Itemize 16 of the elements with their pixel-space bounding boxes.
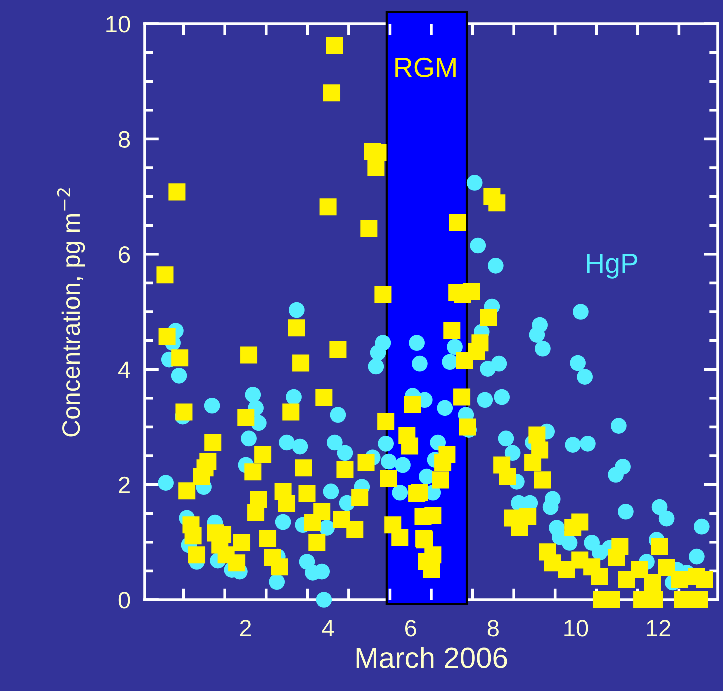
x-tick-label: 6 [405, 620, 416, 637]
y-tick-label: 0 [118, 592, 130, 609]
y-tick-label: 8 [119, 131, 130, 148]
y-tick-label: 4 [118, 362, 130, 378]
x-tick-label: 4 [322, 620, 334, 637]
series-label: RGM [396, 58, 456, 78]
x-tick-label: 10 [564, 620, 588, 637]
x-tick-label: 8 [488, 620, 499, 637]
y-axis-title: Concentration, pg m$^{−2}$ [57, 188, 86, 437]
y-tick-label: 2 [119, 476, 130, 494]
x-axis-title: March 2006 [356, 647, 508, 668]
y-tick-label: 10 [106, 16, 130, 33]
series-label: HgP [587, 254, 638, 279]
x-tick-label: 2 [240, 620, 252, 637]
y-tick-label: 6 [119, 246, 130, 264]
x-tick-label: 12 [647, 620, 670, 637]
